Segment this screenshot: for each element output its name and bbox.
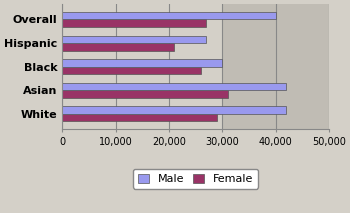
- Bar: [62, 59, 222, 67]
- Bar: [62, 114, 217, 121]
- Bar: [222, 4, 329, 129]
- Bar: [62, 19, 206, 27]
- Bar: [62, 36, 206, 43]
- Bar: [62, 43, 174, 51]
- Bar: [62, 12, 275, 19]
- Bar: [62, 90, 228, 98]
- Legend: Male, Female: Male, Female: [133, 169, 258, 189]
- Bar: [62, 106, 286, 114]
- Bar: [62, 67, 201, 74]
- Bar: [62, 83, 286, 90]
